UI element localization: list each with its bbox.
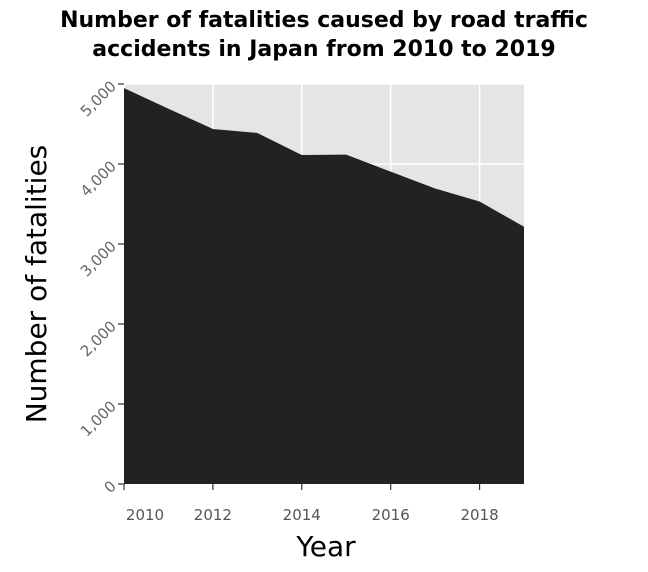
y-tick-label: 1,000 bbox=[77, 397, 120, 440]
chart-title-line-1: Number of fatalities caused by road traf… bbox=[60, 8, 588, 33]
x-tick-label: 2016 bbox=[372, 506, 410, 524]
y-tick-label: 2,000 bbox=[77, 317, 120, 360]
x-axis-label: Year bbox=[295, 530, 356, 563]
x-tick-label: 2010 bbox=[126, 506, 164, 524]
y-tick-label: 4,000 bbox=[77, 157, 120, 200]
x-tick-label: 2018 bbox=[460, 506, 498, 524]
y-tick-label: 3,000 bbox=[77, 237, 120, 280]
x-tick-labels: 2010 2012 2014 2016 2018 bbox=[126, 506, 499, 524]
x-tick-label: 2014 bbox=[283, 506, 321, 524]
y-tick-labels: 0 1,000 2,000 3,000 4,000 5,000 bbox=[77, 77, 120, 496]
y-tick-label: 0 bbox=[101, 477, 120, 496]
y-axis-label: Number of fatalities bbox=[20, 145, 53, 424]
fatalities-area bbox=[124, 88, 524, 484]
chart-title-line-2: accidents in Japan from 2010 to 2019 bbox=[92, 37, 556, 62]
y-tick-label: 5,000 bbox=[77, 77, 120, 120]
axes bbox=[118, 83, 481, 490]
chart-title: Number of fatalities caused by road traf… bbox=[0, 6, 648, 64]
x-tick-label: 2012 bbox=[194, 506, 232, 524]
